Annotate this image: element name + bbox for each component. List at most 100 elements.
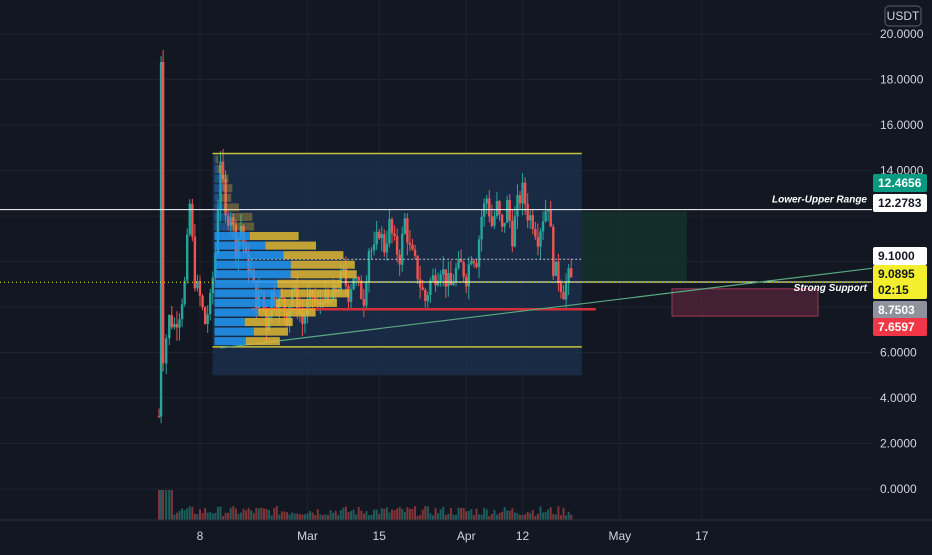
candle-body[interactable] <box>421 287 424 290</box>
candle-body[interactable] <box>186 234 189 281</box>
candle-body[interactable] <box>457 259 460 268</box>
candle-body[interactable] <box>173 323 176 328</box>
candle-body[interactable] <box>239 225 243 238</box>
candle-body[interactable] <box>206 314 209 324</box>
candle-body[interactable] <box>165 338 168 364</box>
candle-body[interactable] <box>529 215 532 221</box>
candle-body[interactable] <box>372 244 376 251</box>
candle-body[interactable] <box>219 161 222 211</box>
candle-body[interactable] <box>436 280 440 286</box>
candle-body[interactable] <box>221 161 225 180</box>
candle-body[interactable] <box>201 295 204 308</box>
candle-body[interactable] <box>375 231 378 245</box>
candle-body[interactable] <box>161 61 165 364</box>
trend-line[interactable] <box>220 267 873 349</box>
price-axis[interactable]: 20.000018.000016.000014.00006.00004.0000… <box>872 0 932 550</box>
candle-body[interactable] <box>193 236 197 289</box>
candle-body[interactable] <box>498 201 501 215</box>
candle-body[interactable] <box>475 263 478 268</box>
candle-body[interactable] <box>352 278 355 290</box>
candle-body[interactable] <box>178 319 181 328</box>
candle-body[interactable] <box>488 198 491 217</box>
candle-body[interactable] <box>495 201 499 217</box>
candle-body[interactable] <box>544 211 547 222</box>
candle-body[interactable] <box>503 222 506 227</box>
candle-body[interactable] <box>413 249 417 256</box>
candle-body[interactable] <box>385 243 389 253</box>
candle-body[interactable] <box>442 269 445 275</box>
candle-body[interactable] <box>472 260 476 264</box>
candle-body[interactable] <box>552 226 555 276</box>
candle-body[interactable] <box>406 218 409 243</box>
candle-body[interactable] <box>490 216 494 226</box>
candle-body[interactable] <box>349 289 353 302</box>
candle-body[interactable] <box>439 274 442 281</box>
candle-body[interactable] <box>370 250 373 252</box>
time-axis[interactable]: 8 Mar 15 Apr 12 May 17 <box>0 519 932 550</box>
candle-body[interactable] <box>564 282 568 300</box>
candle-body[interactable] <box>470 260 473 265</box>
candle-body[interactable] <box>444 269 447 287</box>
candle-body[interactable] <box>198 280 202 296</box>
chart-drawings[interactable]: Lower-Upper Range Strong Support <box>0 152 873 349</box>
candle-body[interactable] <box>506 200 509 223</box>
price-tag-9.1000[interactable] <box>873 247 927 265</box>
candle-body[interactable] <box>342 268 345 272</box>
candle-body[interactable] <box>390 219 394 234</box>
candle-body[interactable] <box>175 323 179 328</box>
candle-body[interactable] <box>380 234 383 239</box>
candle-body[interactable] <box>180 304 184 320</box>
candle-body[interactable] <box>229 217 232 226</box>
candle-body[interactable] <box>477 239 481 268</box>
candle-body[interactable] <box>232 217 235 225</box>
candle-body[interactable] <box>459 259 463 263</box>
candle-body[interactable] <box>434 275 437 286</box>
candle-body[interactable] <box>408 242 412 245</box>
candle-body[interactable] <box>401 233 404 265</box>
candle-body[interactable] <box>334 286 337 293</box>
candle-body[interactable] <box>462 262 465 277</box>
candle-body[interactable] <box>273 290 276 305</box>
candle-body[interactable] <box>226 215 230 226</box>
candle-body[interactable] <box>362 299 366 306</box>
candle-body[interactable] <box>301 312 304 324</box>
candle-body[interactable] <box>431 275 435 281</box>
candle-body[interactable] <box>516 195 519 217</box>
candle-body[interactable] <box>224 179 227 216</box>
candle-body[interactable] <box>541 221 545 232</box>
candle-body[interactable] <box>159 61 163 417</box>
candle-body[interactable] <box>454 267 458 283</box>
candle-body[interactable] <box>518 195 522 204</box>
candle-body[interactable] <box>203 307 207 324</box>
candle-body[interactable] <box>429 280 432 295</box>
candle-body[interactable] <box>275 304 278 311</box>
candle-body[interactable] <box>526 204 529 221</box>
candle-body[interactable] <box>567 268 570 283</box>
candle-body[interactable] <box>388 219 391 244</box>
candle-body[interactable] <box>303 315 307 324</box>
candle-body[interactable] <box>209 293 212 315</box>
candle-body[interactable] <box>559 283 563 293</box>
price-tag-8.7503[interactable] <box>873 301 927 319</box>
candle-body[interactable] <box>424 289 427 301</box>
candle-body[interactable] <box>562 292 565 300</box>
candle-body[interactable] <box>290 290 294 307</box>
candle-body[interactable] <box>546 209 550 212</box>
candle-body[interactable] <box>480 216 483 240</box>
candle-body[interactable] <box>367 251 371 283</box>
candle-body[interactable] <box>511 220 514 247</box>
candle-body[interactable] <box>449 272 453 286</box>
price-tag-12.4656[interactable] <box>873 174 927 192</box>
candle-body[interactable] <box>557 261 560 284</box>
candle-body[interactable] <box>418 279 422 288</box>
candle-body[interactable] <box>157 416 161 418</box>
candle-body[interactable] <box>549 209 552 227</box>
candle-body[interactable] <box>306 298 309 316</box>
candle-body[interactable] <box>452 282 455 286</box>
candle-body[interactable] <box>188 203 191 235</box>
candle-body[interactable] <box>170 315 174 328</box>
price-tag-9.0895[interactable] <box>873 265 927 299</box>
candle-body[interactable] <box>196 280 199 289</box>
